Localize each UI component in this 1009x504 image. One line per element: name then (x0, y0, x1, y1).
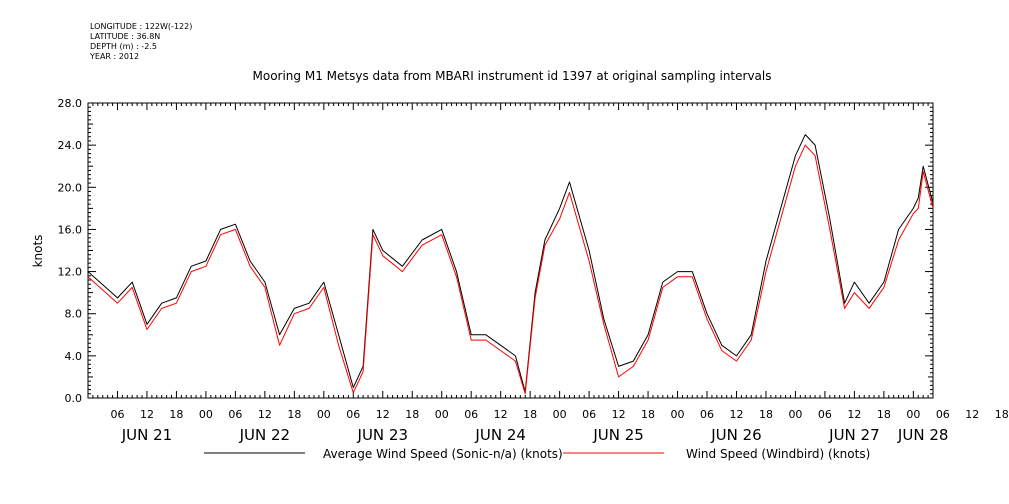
x-hour-label: 18 (641, 408, 655, 421)
depth-text: DEPTH (m) : -2.5 (90, 42, 157, 51)
x-hour-label: 06 (818, 408, 832, 421)
y-axis-label: knots (31, 235, 45, 268)
y-tick-label: 8.0 (65, 308, 83, 321)
chart-title: Mooring M1 Metsys data from MBARI instru… (253, 69, 772, 83)
x-hour-label: 06 (936, 408, 950, 421)
x-day-label: JUN 23 (357, 426, 408, 444)
x-hour-label: 00 (906, 408, 920, 421)
x-hour-label: 18 (995, 408, 1009, 421)
x-hour-label: 12 (494, 408, 508, 421)
x-hour-label: 12 (847, 408, 861, 421)
y-tick-label: 16.0 (58, 223, 83, 236)
x-hour-label: 12 (258, 408, 272, 421)
year-text: YEAR : 2012 (90, 52, 140, 61)
x-hour-label: 06 (700, 408, 714, 421)
longitude-text: LONGITUDE : 122W(-122) (90, 22, 193, 31)
legend-label-windbird-wind-speed: Wind Speed (Windbird) (knots) (686, 447, 870, 461)
legend: Average Wind Speed (Sonic-n/a) (knots) W… (204, 447, 870, 461)
x-hour-label: 00 (671, 408, 685, 421)
x-hour-label: 06 (110, 408, 124, 421)
x-hour-label: 00 (199, 408, 213, 421)
series-line-windbird-wind-speed (87, 144, 934, 395)
x-hour-label: 18 (523, 408, 537, 421)
series-group (87, 134, 934, 395)
x-hour-label: 06 (228, 408, 242, 421)
x-day-label: JUN 24 (474, 426, 525, 444)
x-day-label: JUN 21 (121, 426, 172, 444)
x-hour-label: 06 (582, 408, 596, 421)
y-tick-label: 12.0 (58, 266, 83, 279)
x-day-label: JUN 26 (710, 426, 761, 444)
plot-frame (87, 102, 934, 399)
x-hour-label: 00 (788, 408, 802, 421)
x-hour-label: 12 (140, 408, 154, 421)
x-hour-label: 06 (464, 408, 478, 421)
y-axis: 0.0 4.0 8.0 12.0 16.0 20.0 24.0 28.0 (58, 97, 933, 405)
x-day-label: JUN 25 (592, 426, 643, 444)
x-hour-label: 18 (877, 408, 891, 421)
y-tick-label: 4.0 (65, 350, 83, 363)
x-hour-label: 18 (405, 408, 419, 421)
x-hour-label: 18 (169, 408, 183, 421)
x-hour-label: 12 (729, 408, 743, 421)
x-hour-label: 18 (287, 408, 301, 421)
x-hour-label: 12 (612, 408, 626, 421)
x-day-label: JUN 27 (828, 426, 879, 444)
x-hour-label: 00 (435, 408, 449, 421)
station-metadata: LONGITUDE : 122W(-122) LATITUDE : 36.8N … (90, 22, 192, 62)
x-axis: 06 12 18 00 06 12 18 00 06 12 18 00 06 12 18 00 06 12 18 00… (87, 103, 1009, 444)
x-hour-label: 00 (553, 408, 567, 421)
y-tick-label: 0.0 (65, 392, 83, 405)
x-hour-label: 18 (759, 408, 773, 421)
y-tick-label: 28.0 (58, 97, 83, 110)
legend-label-average-wind-speed: Average Wind Speed (Sonic-n/a) (knots) (323, 447, 563, 461)
x-day-label: JUN 22 (239, 426, 290, 444)
x-hour-label: 12 (965, 408, 979, 421)
y-tick-label: 20.0 (58, 181, 83, 194)
x-day-label: JUN 28 (897, 426, 948, 444)
series-line-average-wind-speed (87, 134, 934, 393)
y-tick-label: 24.0 (58, 139, 83, 152)
x-hour-label: 00 (317, 408, 331, 421)
x-hour-label: 12 (376, 408, 390, 421)
latitude-text: LATITUDE : 36.8N (90, 32, 161, 41)
x-hour-label: 06 (346, 408, 360, 421)
